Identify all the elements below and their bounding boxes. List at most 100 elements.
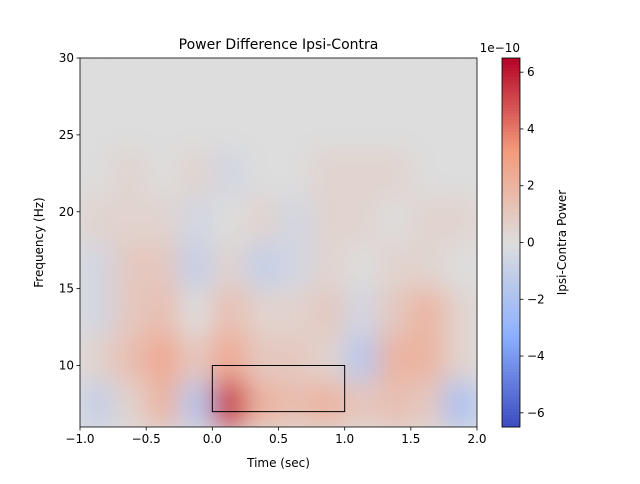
colorbar-swatch xyxy=(502,165,520,170)
colorbar-swatch xyxy=(502,162,520,167)
colorbar-swatch xyxy=(502,405,520,410)
colorbar-swatch xyxy=(502,300,520,305)
heat-cell xyxy=(278,58,313,105)
colorbar-swatch xyxy=(502,184,520,188)
colorbar-swatch xyxy=(502,377,520,382)
colorbar-swatch xyxy=(502,79,520,84)
colorbar-tick-label: 6 xyxy=(527,65,535,79)
colorbar-swatch xyxy=(502,82,520,87)
colorbar-swatch xyxy=(502,380,520,385)
colorbar-swatch xyxy=(502,340,520,345)
colorbar-swatch xyxy=(502,402,520,406)
colorbar-swatch xyxy=(502,239,520,243)
colorbar-swatch xyxy=(502,150,520,154)
colorbar-swatch xyxy=(502,245,520,250)
colorbar-swatch xyxy=(502,343,520,348)
colorbar-swatch xyxy=(502,411,520,416)
heat-cell xyxy=(278,334,313,382)
colorbar-swatch xyxy=(502,208,520,213)
x-tick-label: −1.0 xyxy=(65,432,94,446)
colorbar-swatch xyxy=(502,393,520,397)
heat-cell xyxy=(443,288,477,336)
colorbar-swatch xyxy=(502,291,520,296)
colorbar-swatch xyxy=(502,97,520,102)
colorbar-swatch xyxy=(502,368,520,373)
colorbar-swatch xyxy=(502,70,520,74)
heat-cell xyxy=(344,288,379,336)
heat-cell xyxy=(410,58,445,105)
heat-cell xyxy=(245,288,279,336)
colorbar-swatch xyxy=(502,307,520,311)
colorbar-swatch xyxy=(502,331,520,336)
colorbar-swatch xyxy=(502,279,520,283)
colorbar-swatch xyxy=(502,116,520,120)
heat-cell xyxy=(377,380,412,427)
colorbar-swatch xyxy=(502,423,520,428)
colorbar-swatch xyxy=(502,171,520,176)
colorbar-swatch xyxy=(502,199,520,204)
heat-cell xyxy=(212,288,246,336)
colorbar-swatch xyxy=(502,64,520,68)
colorbar-swatch xyxy=(502,359,520,363)
heat-cell xyxy=(443,196,477,243)
colorbar-swatch xyxy=(502,159,520,164)
heat-cell xyxy=(377,150,412,197)
colorbar-tick-label: −2 xyxy=(527,292,545,306)
x-tick-label: 2.0 xyxy=(467,432,486,446)
colorbar-swatch xyxy=(502,73,520,77)
heat-cell xyxy=(410,150,445,197)
colorbar-swatch xyxy=(502,67,520,71)
colorbar-swatch xyxy=(502,236,520,240)
colorbar-swatch xyxy=(502,196,520,200)
heat-cell xyxy=(146,196,180,243)
colorbar-swatch xyxy=(502,353,520,357)
colorbar-swatch xyxy=(502,396,520,400)
colorbar-swatch xyxy=(502,310,520,314)
heat-cell xyxy=(377,242,412,290)
heat-cell xyxy=(410,334,445,382)
heat-cell xyxy=(410,380,445,427)
heat-cell xyxy=(113,334,147,382)
colorbar-swatch xyxy=(502,94,520,99)
colorbar-swatch xyxy=(502,110,520,114)
x-tick-label: 1.0 xyxy=(335,432,354,446)
colorbar-swatch xyxy=(502,134,520,139)
colorbar-swatch xyxy=(502,156,520,160)
colorbar-swatch xyxy=(502,319,520,323)
heat-cell xyxy=(443,58,477,105)
x-tick-label: −0.5 xyxy=(132,432,161,446)
colorbar-swatch xyxy=(502,125,520,130)
colorbar-tick-label: −4 xyxy=(527,349,545,363)
heat-cell xyxy=(410,104,445,151)
colorbar-swatch xyxy=(502,174,520,179)
heat-cell xyxy=(212,104,246,151)
heat-cell xyxy=(179,196,213,243)
heat-cell xyxy=(113,104,147,151)
colorbar-swatch xyxy=(502,399,520,403)
colorbar-swatch xyxy=(502,276,520,280)
heat-cell xyxy=(377,334,412,382)
colorbar-swatch xyxy=(502,128,520,133)
heat-cell xyxy=(344,242,379,290)
heat-cell xyxy=(212,58,246,105)
heat-cell xyxy=(344,196,379,243)
heat-cell xyxy=(80,334,114,382)
heat-cell xyxy=(344,380,379,427)
heat-cell xyxy=(80,288,114,336)
heat-cell xyxy=(245,196,279,243)
heat-cell xyxy=(245,150,279,197)
heat-cell xyxy=(278,242,313,290)
y-tick-label: 30 xyxy=(59,51,74,65)
colorbar-swatch xyxy=(502,417,520,422)
heat-cell xyxy=(179,242,213,290)
colorbar-swatch xyxy=(502,267,520,271)
colorbar-swatch xyxy=(502,85,520,90)
heat-cell xyxy=(80,196,114,243)
heat-cell xyxy=(344,104,379,151)
colorbar-swatch xyxy=(502,248,520,253)
colorbar-swatch xyxy=(502,328,520,333)
colorbar-swatch xyxy=(502,251,520,256)
colorbar-swatch xyxy=(502,288,520,293)
heat-cell xyxy=(146,104,180,151)
heat-cell xyxy=(443,242,477,290)
